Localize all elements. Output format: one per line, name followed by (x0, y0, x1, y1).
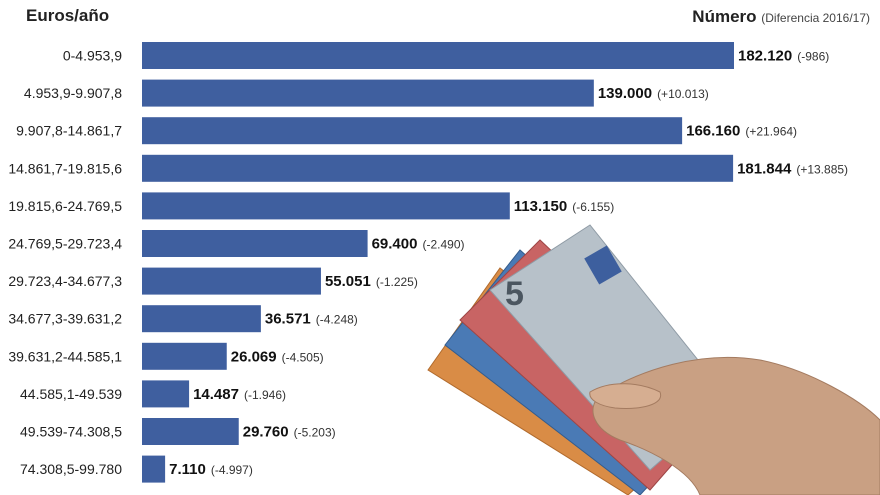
difference-label: (-4.248) (316, 313, 358, 327)
category-label: 9.907,8-14.861,7 (16, 123, 122, 139)
value-label: 36.571 (-4.248) (265, 311, 358, 328)
bar (142, 192, 510, 220)
difference-label: (-2.490) (422, 238, 464, 252)
difference-label: (+10.013) (657, 87, 709, 101)
category-label: 44.585,1-49.539 (20, 386, 122, 402)
value-label: 55.051 (-1.225) (325, 273, 418, 290)
value-number: 69.400 (372, 236, 418, 253)
value-label: 166.160 (+21.964) (686, 123, 797, 140)
value-number: 166.160 (686, 123, 740, 140)
difference-label: (-4.505) (282, 350, 324, 364)
header-numero: Número (Diferencia 2016/17) (692, 7, 870, 27)
difference-label: (-4.997) (211, 463, 253, 477)
difference-label: (+13.885) (796, 162, 848, 176)
difference-label: (-6.155) (572, 200, 614, 214)
difference-label: (-1.946) (244, 388, 286, 402)
category-label: 14.861,7-19.815,6 (8, 160, 122, 176)
category-label: 49.539-74.308,5 (20, 424, 122, 440)
category-label: 0-4.953,9 (63, 48, 122, 64)
value-number: 29.760 (243, 424, 289, 441)
value-number: 139.000 (598, 85, 652, 102)
category-label: 29.723,4-34.677,3 (8, 273, 122, 289)
category-label: 4.953,9-9.907,8 (24, 85, 122, 101)
category-label: 24.769,5-29.723,4 (8, 236, 122, 252)
value-label: 139.000 (+10.013) (598, 85, 709, 102)
bar (142, 230, 368, 257)
value-label: 14.487 (-1.946) (193, 386, 286, 403)
value-label: 181.844 (+13.885) (737, 160, 848, 177)
category-label: 19.815,6-24.769,5 (8, 198, 122, 214)
difference-label: (-986) (797, 50, 829, 64)
bar (142, 380, 190, 408)
value-label: 182.120 (-986) (738, 48, 829, 65)
svg-text:5: 5 (505, 275, 524, 313)
bar (142, 305, 261, 333)
value-label: 113.150 (-6.155) (514, 198, 614, 215)
value-number: 36.571 (265, 311, 311, 328)
bar (142, 117, 683, 145)
value-number: 181.844 (737, 160, 792, 177)
value-label: 69.400 (-2.490) (372, 236, 465, 253)
category-label: 39.631,2-44.585,1 (8, 348, 122, 364)
header-euros-ano: Euros/año (26, 6, 110, 25)
bar (142, 418, 239, 445)
hand-icon (589, 356, 880, 495)
difference-label: (+21.964) (745, 125, 797, 139)
bar (142, 455, 166, 483)
value-number: 14.487 (193, 386, 239, 403)
bar (142, 42, 734, 69)
value-label: 29.760 (-5.203) (243, 424, 336, 441)
bar (142, 342, 227, 370)
difference-label: (-1.225) (376, 275, 418, 289)
bars-group: 0-4.953,9 182.120 (-986) 4.953,9-9.907,8 139… (8, 42, 848, 483)
header-numero-label: Número (692, 7, 757, 26)
header-diferencia-label: (Diferencia 2016/17) (761, 11, 870, 25)
category-label: 74.308,5-99.780 (20, 461, 122, 477)
value-number: 113.150 (514, 198, 567, 215)
euro-banknotes-hand-illustration: 5 (427, 224, 880, 495)
value-number: 182.120 (738, 48, 792, 65)
category-label: 34.677,3-39.631,2 (8, 311, 122, 327)
bar (142, 154, 734, 182)
value-number: 7.110 (169, 461, 206, 478)
bar (142, 267, 321, 295)
difference-label: (-5.203) (294, 426, 336, 440)
value-label: 26.069 (-4.505) (231, 348, 324, 365)
value-number: 26.069 (231, 348, 277, 365)
value-number: 55.051 (325, 273, 371, 290)
bar (142, 79, 594, 107)
value-label: 7.110 (-4.997) (169, 461, 253, 478)
